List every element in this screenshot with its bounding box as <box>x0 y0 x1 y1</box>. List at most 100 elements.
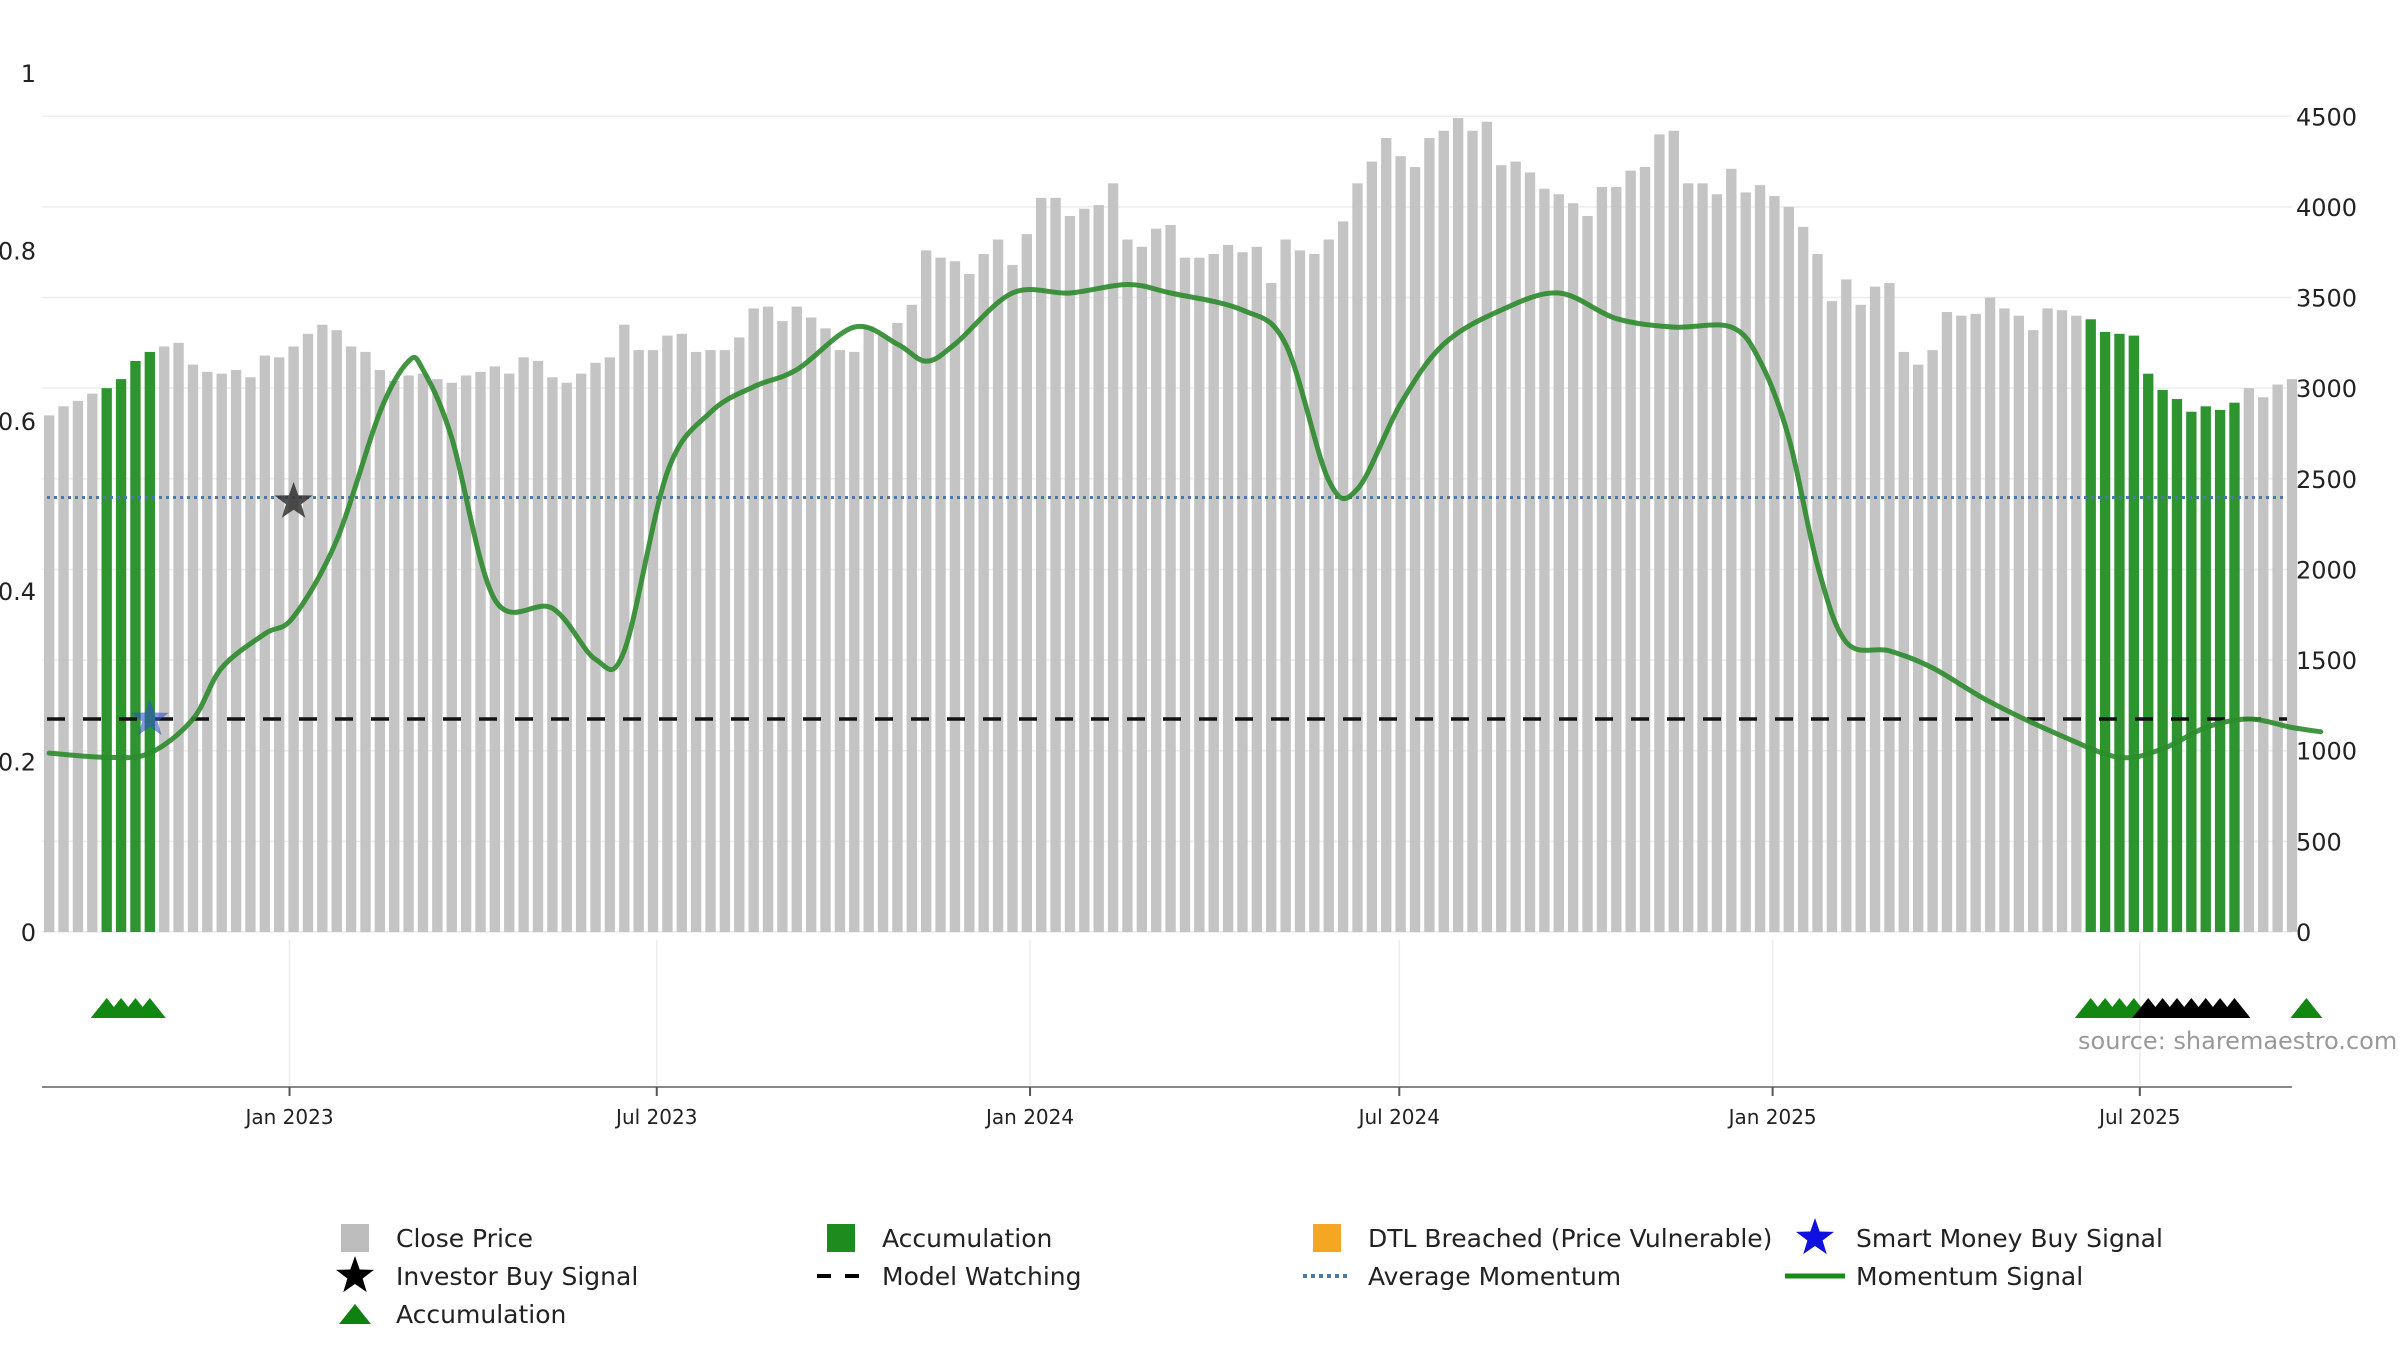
close-price-bar <box>72 400 84 932</box>
close-price-bar <box>1553 194 1564 933</box>
close-price-bar <box>1222 244 1234 933</box>
close-price-bar <box>1409 167 1421 933</box>
accumulation-bar <box>2085 319 2096 932</box>
close-price-bar <box>288 346 299 933</box>
close-price-bar <box>1798 226 1809 932</box>
close-price-bar <box>1064 215 1076 932</box>
close-price-bar <box>547 377 558 933</box>
close-price-bar <box>1280 239 1291 932</box>
close-price-bar <box>834 350 846 932</box>
x-axis-tick-label: Jul 2024 <box>1357 1105 1440 1129</box>
close-price-bar <box>202 371 213 932</box>
close-price-bar <box>2042 308 2053 932</box>
close-price-bar <box>302 333 314 932</box>
close-price-bar <box>1812 254 1823 933</box>
close-price-bar <box>575 373 587 932</box>
close-price-bar <box>1251 246 1263 932</box>
close-price-bar <box>1395 156 1406 932</box>
close-price-bar <box>2286 379 2298 932</box>
accumulation-bar <box>115 379 127 932</box>
right-axis-tick-label: 2500 <box>2296 466 2357 494</box>
close-price-bar <box>590 362 601 932</box>
close-price-bar <box>2071 315 2082 933</box>
legend-item: DTL Breached (Price Vulnerable) <box>1313 1224 1772 1253</box>
close-price-bar <box>87 393 98 932</box>
legend-item: Close Price <box>341 1224 533 1253</box>
close-price-bar <box>317 324 328 933</box>
accumulation-bar <box>2229 402 2240 932</box>
legend-label: Momentum Signal <box>1856 1262 2083 1291</box>
close-price-bar <box>1726 168 1737 932</box>
signal-markers <box>130 481 313 736</box>
close-price-bar <box>1237 252 1248 932</box>
close-price-bar <box>1841 279 1852 932</box>
close-price-bar <box>1539 188 1550 932</box>
close-price-bar <box>561 382 572 932</box>
close-price-bar <box>331 330 342 932</box>
legend-item: Accumulation <box>339 1300 566 1329</box>
accumulation-triangle <box>133 998 166 1018</box>
close-price-bar <box>1208 254 1219 933</box>
momentum-signal-line <box>46 281 2324 761</box>
close-price-bar <box>676 333 687 932</box>
close-price-bar <box>1366 161 1378 932</box>
right-axis-tick-label: 4500 <box>2296 103 2357 131</box>
right-axis-tick-label: 4000 <box>2296 194 2357 222</box>
close-price-bar <box>2028 330 2039 932</box>
close-price-bar <box>1179 257 1191 932</box>
x-axis-tick-label: Jul 2023 <box>614 1105 697 1129</box>
close-price-bar <box>173 342 184 932</box>
close-price-bar <box>230 370 242 932</box>
close-price-bar <box>1654 134 1665 932</box>
close-price-bar <box>1266 283 1277 932</box>
right-axis-tick-label: 3000 <box>2296 375 2357 403</box>
legend-item: Average Momentum <box>1303 1262 1621 1291</box>
close-price-bar <box>1294 250 1306 932</box>
right-axis-tick-label: 1000 <box>2296 738 2357 766</box>
legend-item: Model Watching <box>817 1262 1082 1291</box>
close-price-bar <box>1970 313 1981 932</box>
signal-lines <box>46 281 2324 761</box>
smart-money-buy-signal-star <box>130 699 169 736</box>
close-price-bar <box>489 366 501 933</box>
accumulation-bar <box>2214 409 2226 932</box>
close-price-bar <box>1711 194 1723 933</box>
close-price-bar <box>791 306 802 933</box>
legend-swatch-square <box>827 1224 855 1252</box>
legend-item: Accumulation <box>827 1224 1052 1253</box>
accumulation-triangle-black <box>2218 998 2251 1018</box>
close-price-bar <box>432 379 443 932</box>
investor-buy-signal-star <box>274 481 313 518</box>
close-price-bar <box>935 257 946 932</box>
accumulation-bar <box>2157 389 2168 932</box>
close-price-bar <box>892 322 903 932</box>
close-price-bar <box>619 324 630 933</box>
left-axis-tick-label: 0.6 <box>0 408 36 436</box>
close-price-bar <box>992 239 1004 932</box>
close-price-bar <box>964 273 975 932</box>
close-price-bar <box>1783 206 1794 932</box>
close-price-bar <box>159 346 170 933</box>
close-price-bar <box>1639 167 1651 933</box>
close-price-bar <box>1452 118 1464 932</box>
close-price-bar <box>389 380 400 932</box>
right-axis-tick-label: 2000 <box>2296 556 2357 584</box>
close-price-bar <box>2013 315 2025 933</box>
close-price-bar <box>1697 183 1708 933</box>
close-price-bar <box>360 351 371 932</box>
close-price-bar <box>1093 205 1104 932</box>
close-price-bar <box>647 350 659 932</box>
close-price-bar <box>734 337 745 932</box>
close-price-bar <box>1050 197 1061 933</box>
close-price-bar <box>446 382 457 932</box>
close-price-bar <box>1668 130 1679 932</box>
close-price-bar <box>403 375 414 933</box>
close-price-bar <box>504 373 515 932</box>
right-axis-tick-label: 0 <box>2296 919 2311 947</box>
source-credit: source: sharemaestro.com <box>2078 1027 2397 1055</box>
close-price-bar <box>1567 203 1579 933</box>
close-price-bar <box>1107 183 1119 933</box>
close-price-bar <box>1984 297 1996 932</box>
close-price-bar <box>1165 225 1176 933</box>
legend-label: Average Momentum <box>1368 1262 1621 1291</box>
